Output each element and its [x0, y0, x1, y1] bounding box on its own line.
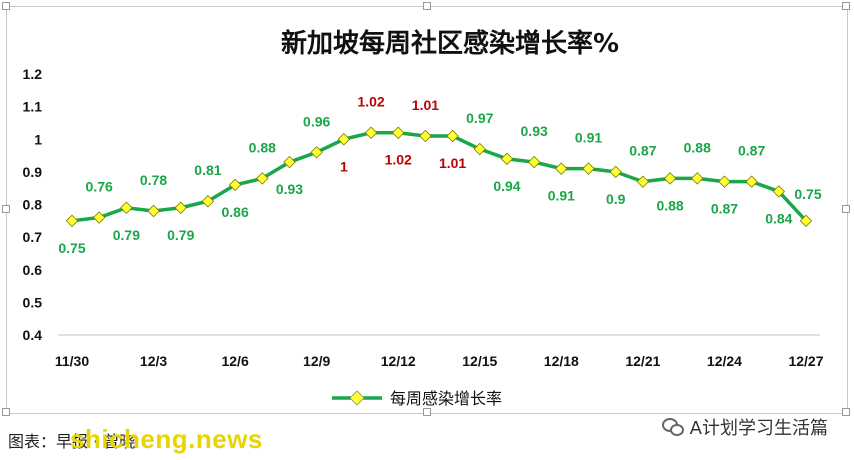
data-label: 0.97 [466, 110, 493, 126]
resize-handle-top[interactable] [423, 2, 431, 10]
data-label: 0.91 [548, 188, 575, 204]
x-tick-label: 12/3 [140, 353, 167, 369]
legend-label: 每周感染增长率 [390, 389, 502, 408]
resize-handle-top-right[interactable] [842, 2, 850, 10]
series-markers [65, 126, 813, 228]
data-labels: 0.75 0.76 0.79 0.78 0.79 0.81 0.86 0.88 0.93 0.96… [58, 94, 821, 256]
data-point [283, 155, 296, 169]
resize-handle-bottom[interactable] [423, 408, 431, 416]
data-point [419, 129, 432, 143]
series-line [71, 130, 808, 223]
watermark: shicheng.news [70, 424, 263, 454]
data-label: 1.02 [357, 94, 384, 110]
data-point [555, 162, 568, 175]
data-point [473, 142, 487, 156]
data-label: 0.75 [794, 186, 821, 202]
x-tick-label: 12/12 [381, 353, 416, 369]
data-label: 0.88 [249, 139, 276, 155]
y-tick-label: 1.2 [23, 66, 43, 82]
data-point [256, 172, 269, 185]
data-point [745, 175, 758, 188]
x-tick-label: 12/18 [544, 353, 579, 369]
legend[interactable]: 每周感染增长率 [332, 389, 502, 408]
data-point [120, 201, 133, 214]
y-axis: 0.4 0.5 0.6 0.7 0.8 0.9 1 1.1 1.2 [23, 66, 43, 343]
x-tick-label: 12/27 [788, 353, 823, 369]
y-tick-label: 0.6 [23, 262, 43, 278]
data-label: 1.01 [439, 155, 466, 171]
x-tick-label: 11/30 [55, 353, 89, 369]
data-label: 0.96 [303, 113, 330, 129]
resize-handle-right[interactable] [842, 205, 850, 213]
data-point [65, 214, 79, 228]
data-point [718, 175, 731, 188]
resize-handle-top-left[interactable] [2, 2, 10, 10]
resize-handle-left[interactable] [2, 205, 10, 213]
data-label: 0.88 [684, 139, 711, 155]
data-label: 0.87 [711, 201, 738, 217]
y-tick-label: 1.1 [23, 99, 43, 115]
line-chart: 新加坡每周社区感染增长率% 0.40.50.60.70.80.911.11.2 … [23, 28, 824, 408]
data-point [446, 129, 459, 143]
data-label: 0.94 [493, 178, 520, 194]
data-label: 0.84 [765, 210, 792, 226]
data-point [147, 204, 160, 218]
resize-handle-bottom-right[interactable] [842, 408, 850, 416]
data-point [337, 133, 351, 146]
data-label: 0.93 [521, 123, 548, 139]
data-label: 0.86 [221, 204, 248, 220]
data-label: 0.9 [606, 191, 626, 207]
chart-title: 新加坡每周社区感染增长率% [281, 28, 619, 59]
x-tick-label: 12/24 [707, 353, 742, 369]
data-label: 0.87 [738, 143, 765, 159]
data-label: 0.87 [629, 143, 656, 159]
data-point [799, 214, 813, 228]
y-tick-label: 0.8 [23, 197, 43, 213]
data-point [500, 152, 514, 166]
data-label: 0.79 [167, 227, 194, 243]
data-label: 0.91 [575, 130, 602, 146]
y-tick-label: 0.5 [23, 294, 43, 310]
data-label: 0.81 [194, 162, 221, 178]
y-tick-label: 1 [34, 131, 42, 147]
data-point [92, 211, 106, 224]
x-tick-label: 12/9 [303, 353, 330, 369]
y-tick-label: 0.4 [23, 327, 43, 343]
legend-marker-swatch [349, 390, 365, 406]
data-point [391, 126, 405, 139]
data-label: 0.76 [86, 179, 113, 195]
x-axis: 11/30 12/3 12/6 12/9 12/12 12/15 12/18 12/21 12/… [55, 353, 824, 369]
data-point [174, 201, 187, 214]
data-label: 0.93 [276, 181, 303, 197]
wechat-icon [661, 418, 684, 436]
data-label: 0.78 [140, 172, 167, 188]
data-label: 0.88 [656, 197, 683, 213]
data-point [691, 172, 704, 185]
data-label: 1.02 [385, 152, 412, 168]
data-point [364, 126, 378, 139]
account-badge: A计划学习生活篇 [661, 414, 828, 440]
data-label: 1.01 [412, 97, 439, 113]
data-point [636, 175, 650, 188]
data-point [527, 155, 541, 169]
x-tick-label: 12/21 [625, 353, 660, 369]
data-point [228, 178, 242, 192]
resize-handle-bottom-left[interactable] [2, 408, 10, 416]
x-tick-label: 12/6 [221, 353, 248, 369]
x-tick-label: 12/15 [462, 353, 497, 369]
data-point [609, 165, 622, 179]
y-tick-label: 0.9 [23, 164, 43, 180]
data-label: 0.79 [113, 227, 140, 243]
data-point [310, 146, 323, 159]
data-label: 1 [340, 158, 348, 174]
y-tick-label: 0.7 [23, 229, 43, 245]
account-name: A计划学习生活篇 [689, 418, 828, 439]
data-point [663, 172, 677, 185]
source-caption: 图表：早报 · 曾晓 [8, 432, 136, 451]
data-label: 0.75 [58, 240, 85, 256]
data-point [772, 185, 786, 198]
data-point [582, 162, 595, 175]
data-point [201, 195, 215, 208]
